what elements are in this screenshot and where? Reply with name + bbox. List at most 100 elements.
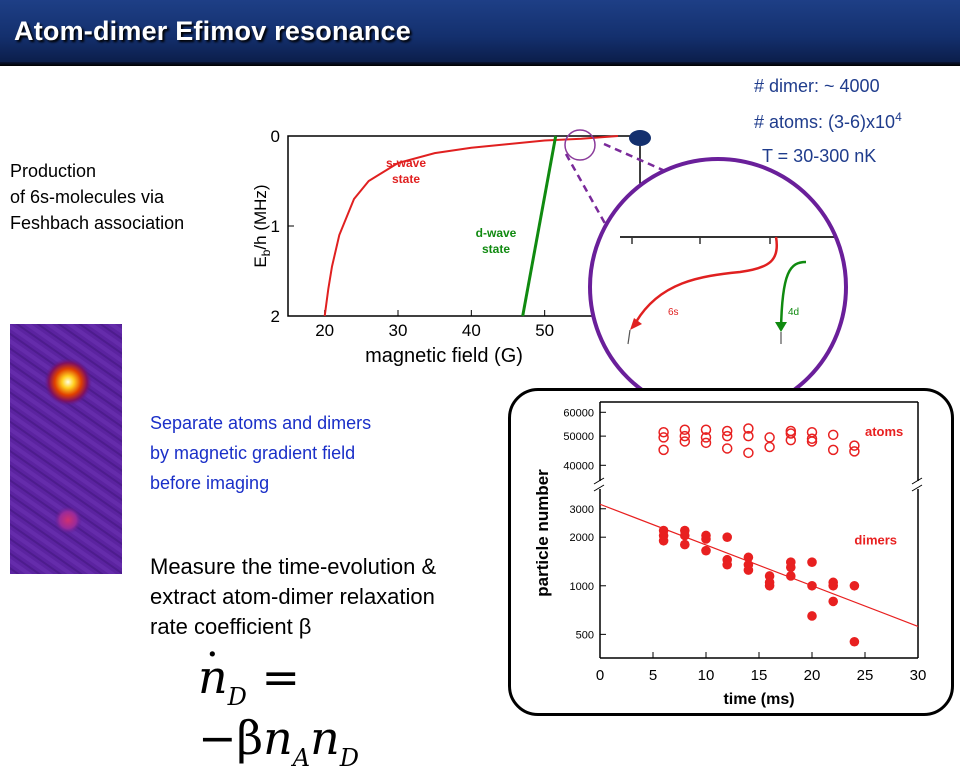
dimer-data-point — [680, 539, 690, 550]
dimer-data-point — [743, 559, 754, 570]
y-tick-label: 1 — [271, 217, 280, 236]
x-tick-label: 15 — [751, 667, 768, 684]
atom-data-point — [679, 430, 691, 442]
y-tick-label: 500 — [576, 629, 594, 641]
particle-chart-frame — [508, 388, 954, 716]
atom-data-point — [806, 433, 818, 445]
atom-data-point — [743, 447, 754, 459]
dimer-data-point — [743, 552, 754, 563]
absorption-image — [10, 324, 122, 574]
zoom-source-circle — [564, 129, 596, 161]
separate-line: by magnetic gradient field — [150, 443, 356, 463]
atom-data-point — [764, 441, 775, 453]
separate-line: Separate atoms and dimers — [150, 413, 372, 433]
dimer-data-point — [786, 571, 796, 581]
particle-number-chart: 0 5 10 15 20 25 30 40000 50000 60000 500 1000 2000 30… — [533, 401, 927, 708]
x-axis-label: magnetic field (G) — [365, 345, 523, 367]
x-tick-label: 20 — [804, 667, 821, 684]
separate-line: before imaging — [150, 473, 270, 493]
x-axis-label: time (ms) — [723, 691, 794, 708]
separate-text: Separate atoms and dimers by magnetic gr… — [150, 408, 371, 498]
x-tick-label: 50 — [535, 321, 554, 340]
fit-line — [599, 503, 919, 627]
atom-data-point — [827, 444, 839, 456]
y-axis-label-rest: /h (MHz) — [251, 184, 270, 249]
axis-break-mark — [911, 477, 923, 485]
y-tick-label: 40000 — [563, 460, 594, 472]
dimer-data-point — [722, 559, 732, 570]
x-tick-label: 5 — [649, 667, 657, 684]
d-wave-label: d-wave — [476, 226, 517, 240]
measure-text: Measure the time-evolution & extract ato… — [150, 552, 436, 642]
x-tick-label: 30 — [389, 321, 408, 340]
s-wave-label: s-wave — [386, 156, 426, 170]
dimer-data-point — [828, 596, 838, 607]
dimer-data-point — [680, 530, 690, 541]
dimer-data-point — [658, 535, 669, 546]
axis-break-mark — [593, 477, 605, 485]
production-line: of 6s-molecules via — [10, 187, 165, 207]
measure-line: extract atom-dimer relaxation — [150, 584, 435, 609]
dimer-data-point — [722, 532, 732, 542]
zoom-s-wave-tail — [627, 329, 631, 345]
zoom-label-4d: 4d — [788, 307, 799, 318]
measure-line: Measure the time-evolution & — [150, 554, 437, 579]
atom-data-point — [827, 429, 839, 441]
y-axis-label: Eb/h (MHz) — [251, 184, 273, 267]
dimer-data-point — [764, 580, 775, 591]
blue-dot-icon — [629, 130, 651, 146]
slide-title: Atom-dimer Efimov resonance — [14, 16, 411, 46]
dimer-data-point — [701, 534, 711, 544]
x-tick-label: 30 — [910, 667, 927, 684]
temperature: T = 30-300 nK — [762, 146, 877, 166]
x-tick-label: 20 — [315, 321, 334, 340]
y-tick-label: 1000 — [570, 581, 594, 593]
atom-data-point — [743, 423, 754, 434]
atom-data-point — [700, 437, 712, 449]
x-tick-label: 40 — [462, 321, 481, 340]
y-tick-label: 2000 — [570, 532, 594, 544]
atom-data-point — [785, 425, 797, 437]
x-tick-label: 0 — [596, 667, 604, 684]
atoms-series-label: atoms — [865, 424, 903, 439]
binding-energy-chart: 20 30 40 50 0 1 2 magnetic field (G) Eb/h (MHz) s… — [251, 127, 641, 367]
measure-line: rate coefficient β — [150, 614, 312, 639]
axis-break-mark — [911, 484, 923, 492]
atom-data-point — [658, 444, 669, 456]
production-line: Production — [10, 161, 97, 181]
eq-lhs-sub: D — [227, 683, 247, 711]
zoom-overlay: 6s 4d — [564, 129, 848, 417]
dimer-data-point — [849, 580, 860, 591]
d-wave-curve — [521, 135, 558, 317]
atom-cloud — [44, 358, 92, 406]
atom-data-point — [700, 424, 712, 435]
production-text: Production of 6s-molecules via Feshbach … — [10, 158, 184, 236]
atom-count-base: # atoms: (3-6)x10 — [754, 112, 896, 132]
zoom-s-wave-curve — [634, 236, 779, 323]
y-tick-label: 0 — [271, 127, 280, 146]
zoom-s-wave-arrow-icon — [630, 318, 642, 330]
dimer-data-point — [807, 557, 817, 567]
atom-data-point — [849, 446, 860, 457]
zoom-inset-background — [590, 159, 846, 415]
dimer-data-point — [828, 580, 838, 591]
dimer-cloud — [54, 506, 82, 534]
dimer-data-point — [807, 580, 817, 591]
s-wave-curve — [323, 135, 619, 317]
y-tick-label: 3000 — [570, 504, 594, 516]
eq-lhs: n — [198, 650, 228, 704]
dimer-data-point — [849, 636, 860, 647]
dimer-data-point — [807, 611, 817, 621]
zoom-label-6s: 6s — [668, 307, 679, 318]
y-tick-label: 2 — [271, 307, 280, 326]
production-line: Feshbach association — [10, 213, 185, 233]
atom-data-point — [679, 436, 691, 447]
title-bar — [0, 0, 960, 66]
atom-data-point — [849, 440, 860, 451]
y-axis-label: particle number — [533, 469, 552, 597]
atom-data-point — [721, 443, 733, 454]
zoom-connector-left — [564, 153, 614, 237]
x-tick-label: 25 — [857, 667, 874, 684]
atom-data-point — [658, 427, 669, 438]
atom-data-point — [721, 430, 733, 442]
